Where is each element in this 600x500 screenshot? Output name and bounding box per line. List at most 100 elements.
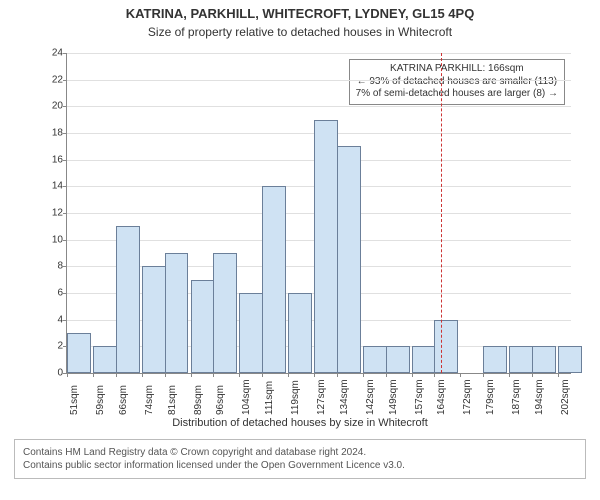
y-tick-label: 4 [41, 314, 63, 325]
x-tick-label: 111sqm [264, 381, 275, 415]
x-tick-mark [239, 373, 240, 377]
histogram-bar [386, 346, 410, 373]
x-tick-label: 202sqm [560, 379, 571, 415]
x-tick-mark [116, 373, 117, 377]
footer-attribution: Contains HM Land Registry data © Crown c… [14, 439, 586, 479]
y-tick-label: 10 [41, 234, 63, 245]
y-tick-label: 0 [41, 368, 63, 379]
y-tick-label: 2 [41, 341, 63, 352]
histogram-bar [67, 333, 91, 373]
y-tick-mark [63, 186, 67, 187]
x-tick-label: 96sqm [215, 385, 226, 415]
histogram-bar [337, 146, 361, 373]
x-tick-mark [262, 373, 263, 377]
x-tick-label: 127sqm [316, 379, 327, 415]
annotation-line-3: 7% of semi-detached houses are larger (8… [356, 88, 558, 101]
histogram-bar [239, 293, 263, 373]
histogram-chart: Number of detached properties KATRINA PA… [30, 45, 590, 415]
x-tick-label: 172sqm [462, 379, 473, 415]
y-tick-label: 14 [41, 181, 63, 192]
x-tick-mark [67, 373, 68, 377]
y-tick-mark [63, 53, 67, 54]
x-tick-label: 187sqm [511, 379, 522, 415]
y-tick-label: 12 [41, 208, 63, 219]
y-tick-label: 16 [41, 154, 63, 165]
x-tick-label: 74sqm [144, 385, 155, 415]
x-tick-label: 81sqm [167, 385, 178, 415]
footer-line-2: Contains public sector information licen… [23, 459, 577, 472]
y-tick-mark [63, 213, 67, 214]
histogram-bar [483, 346, 507, 373]
x-tick-label: 66sqm [118, 385, 129, 415]
x-axis-label: Distribution of detached houses by size … [0, 417, 600, 429]
histogram-bar [532, 346, 556, 373]
histogram-bar [434, 320, 458, 373]
gridline [67, 80, 571, 81]
y-tick-mark [63, 106, 67, 107]
x-tick-mark [337, 373, 338, 377]
y-tick-label: 8 [41, 261, 63, 272]
histogram-bar [509, 346, 533, 373]
x-tick-label: 157sqm [414, 379, 425, 415]
histogram-bar [93, 346, 117, 373]
page-subtitle: Size of property relative to detached ho… [0, 25, 600, 39]
x-tick-mark [93, 373, 94, 377]
histogram-bar [363, 346, 387, 373]
gridline [67, 106, 571, 107]
x-tick-label: 89sqm [193, 385, 204, 415]
annotation-line-2: ← 93% of detached houses are smaller (11… [356, 76, 558, 89]
histogram-bar [262, 186, 286, 373]
x-tick-label: 194sqm [534, 379, 545, 415]
x-tick-mark [386, 373, 387, 377]
histogram-bar [165, 253, 189, 373]
x-tick-mark [532, 373, 533, 377]
reference-marker [441, 53, 442, 373]
x-tick-mark [191, 373, 192, 377]
y-tick-mark [63, 160, 67, 161]
histogram-bar [142, 266, 166, 373]
annotation-line-1: KATRINA PARKHILL: 166sqm [356, 63, 558, 76]
x-tick-label: 149sqm [388, 379, 399, 415]
y-tick-label: 18 [41, 128, 63, 139]
plot-area: KATRINA PARKHILL: 166sqm ← 93% of detach… [66, 53, 571, 374]
x-tick-label: 164sqm [436, 379, 447, 415]
y-tick-label: 22 [41, 74, 63, 85]
x-tick-mark [165, 373, 166, 377]
x-tick-mark [142, 373, 143, 377]
histogram-bar [558, 346, 582, 373]
annotation-box: KATRINA PARKHILL: 166sqm ← 93% of detach… [349, 59, 565, 105]
x-tick-label: 59sqm [95, 385, 106, 415]
histogram-bar [116, 226, 140, 373]
page-title: KATRINA, PARKHILL, WHITECROFT, LYDNEY, G… [0, 6, 600, 21]
histogram-bar [412, 346, 436, 373]
x-tick-label: 142sqm [365, 379, 376, 415]
histogram-bar [314, 120, 338, 373]
x-tick-label: 104sqm [241, 379, 252, 415]
y-tick-label: 24 [41, 48, 63, 59]
y-tick-label: 6 [41, 288, 63, 299]
gridline [67, 53, 571, 54]
x-tick-mark [558, 373, 559, 377]
y-tick-mark [63, 293, 67, 294]
y-tick-mark [63, 133, 67, 134]
y-tick-mark [63, 80, 67, 81]
histogram-bar [191, 280, 215, 373]
y-tick-mark [63, 266, 67, 267]
x-tick-label: 51sqm [69, 385, 80, 415]
x-tick-mark [314, 373, 315, 377]
x-tick-mark [509, 373, 510, 377]
x-tick-mark [483, 373, 484, 377]
histogram-bar [213, 253, 237, 373]
x-tick-mark [434, 373, 435, 377]
x-tick-label: 119sqm [290, 380, 301, 415]
footer-line-1: Contains HM Land Registry data © Crown c… [23, 446, 577, 459]
y-tick-mark [63, 240, 67, 241]
x-tick-mark [288, 373, 289, 377]
x-tick-label: 134sqm [339, 379, 350, 415]
y-tick-mark [63, 320, 67, 321]
x-tick-mark [412, 373, 413, 377]
x-tick-mark [363, 373, 364, 377]
x-tick-label: 179sqm [485, 379, 496, 415]
histogram-bar [288, 293, 312, 373]
y-tick-label: 20 [41, 101, 63, 112]
